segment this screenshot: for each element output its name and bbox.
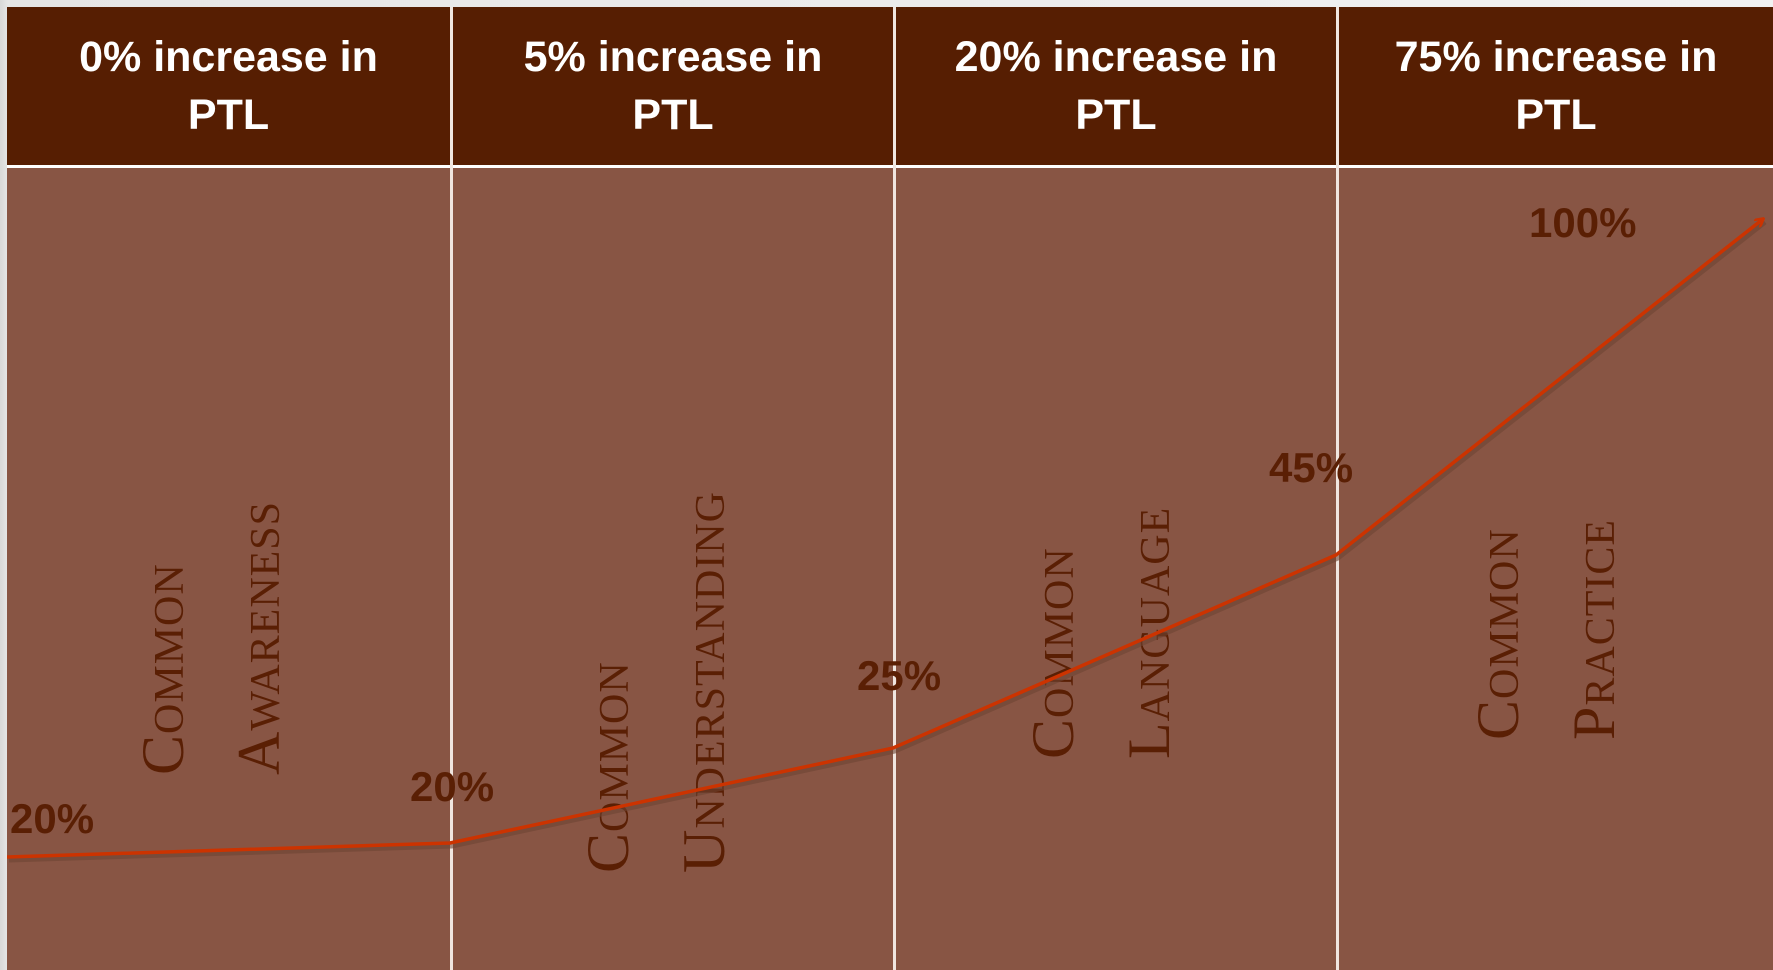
pct-label-5: 100% bbox=[1529, 199, 1637, 246]
header-text-1b: PTL bbox=[187, 91, 270, 139]
header-cell-1: 0% increase in PTL bbox=[7, 7, 450, 165]
header-text-1a: 0% increase in bbox=[79, 33, 378, 81]
column-divider-1 bbox=[450, 7, 453, 970]
header-text-2b: PTL bbox=[632, 91, 714, 139]
stage-column-1 bbox=[7, 168, 450, 970]
pct-label-4: 45% bbox=[1269, 444, 1354, 491]
header-text-2a: 5% increase in bbox=[523, 33, 823, 81]
pct-label-3: 25% bbox=[857, 652, 942, 699]
header-text-4b: PTL bbox=[1515, 91, 1597, 139]
header-cell-2: 5% increase in PTL bbox=[453, 7, 893, 165]
pct-label-2: 20% bbox=[410, 763, 495, 810]
header-text-3b: PTL bbox=[1075, 91, 1157, 139]
stage-column-3 bbox=[896, 168, 1336, 970]
adoption-diagram: 0% increase in PTL 5% increase in PTL 20% … bbox=[7, 7, 1773, 970]
growth-curve bbox=[7, 7, 1767, 863]
header-text-4a: 75% increase in bbox=[1394, 33, 1718, 81]
stage-column-4 bbox=[1339, 168, 1773, 970]
column-divider-3 bbox=[1336, 7, 1339, 970]
growth-curve-line bbox=[7, 219, 1763, 859]
column-divider-2 bbox=[893, 7, 896, 970]
pct-label-1: 20% bbox=[10, 795, 95, 842]
stage-column-2 bbox=[453, 168, 893, 970]
growth-curve-shadow bbox=[8, 220, 1767, 863]
header-cell-3: 20% increase in PTL bbox=[896, 7, 1336, 165]
header-cell-4: 75% increase in PTL bbox=[1339, 7, 1773, 165]
header-text-3a: 20% increase in bbox=[954, 33, 1278, 81]
header-divider bbox=[7, 165, 1773, 168]
